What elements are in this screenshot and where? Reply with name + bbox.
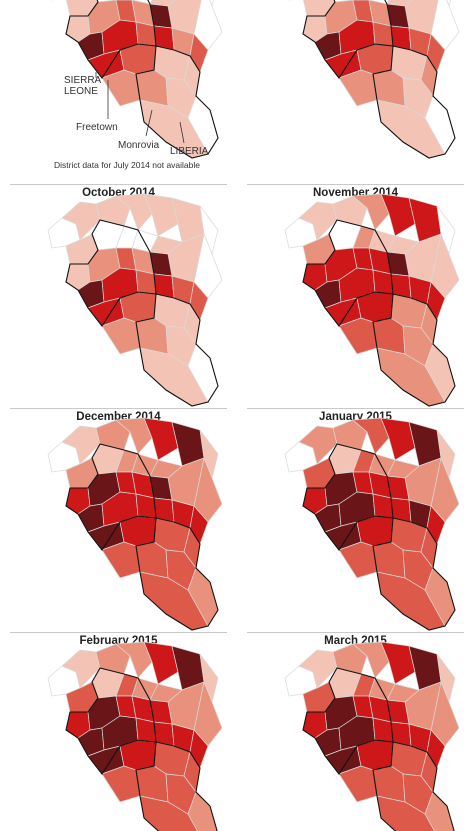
sierra-leone-border: [302, 219, 394, 327]
leader-lines: [95, 72, 185, 144]
district-map: [47, 417, 223, 631]
sierra-leone-border: [302, 443, 394, 551]
district-map: [47, 193, 223, 407]
district-region: [135, 493, 157, 519]
divider: [10, 184, 227, 185]
divider: [247, 184, 464, 185]
liberia-border: [372, 293, 456, 407]
district-region: [332, 643, 368, 675]
district-region: [143, 641, 179, 685]
sierra-leone-border: [302, 667, 394, 775]
divider: [10, 632, 227, 633]
map-panel: November 2014: [237, 184, 474, 409]
divider: [247, 408, 464, 409]
district-map: [284, 641, 460, 831]
district-region: [352, 641, 390, 679]
district-map: [51, 0, 223, 159]
district-region: [380, 417, 416, 461]
district-region: [95, 419, 131, 451]
sierra-leone-border: [302, 0, 394, 79]
liberia-border: [135, 517, 219, 631]
divider: [10, 408, 227, 409]
district-map: [288, 0, 460, 159]
sierra-leone-label: SIERRA: [64, 75, 102, 86]
divider: [247, 632, 464, 633]
map-panel: January 2015: [237, 408, 474, 633]
sierra-leone-label: LEONE: [64, 86, 98, 97]
district-region: [372, 21, 394, 47]
liberia-border: [372, 517, 456, 631]
map-panel: March 2015: [237, 632, 474, 831]
map-panel: December 2014: [0, 408, 237, 633]
district-region: [372, 493, 394, 519]
district-region: [380, 193, 416, 237]
map-panel: February 2015: [0, 632, 237, 831]
district-region: [95, 195, 131, 227]
liberia-label: LIBERIA: [170, 146, 209, 157]
district-region: [352, 417, 390, 455]
district-region: [95, 643, 131, 675]
district-region: [135, 269, 157, 295]
liberia-border: [372, 45, 456, 159]
liberia-border: [135, 741, 218, 831]
district-region: [115, 641, 153, 679]
liberia-leader: [179, 121, 185, 144]
monrovia-label: Monrovia: [118, 140, 160, 151]
sierra-leone-border: [65, 219, 157, 327]
district-map: [284, 417, 460, 631]
sierra-leone-border: [65, 667, 157, 775]
sierra-leone-border: [65, 0, 157, 79]
note-text: District data for July 2014 not availabl…: [54, 160, 200, 170]
liberia-border: [372, 741, 455, 831]
district-region: [143, 193, 179, 237]
liberia-border: [135, 45, 219, 159]
freetown-label: Freetown: [76, 122, 118, 133]
district-map: [47, 641, 223, 831]
sierra-leone-border: [65, 443, 157, 551]
district-region: [332, 195, 368, 227]
district-region: [115, 417, 153, 455]
district-region: [380, 641, 416, 685]
map-panel: [237, 0, 474, 225]
district-region: [135, 717, 157, 743]
district-map: [284, 193, 460, 407]
district-region: [372, 269, 394, 295]
district-region: [143, 417, 179, 461]
district-region: [332, 419, 368, 451]
district-region: [372, 717, 394, 743]
liberia-border: [135, 293, 219, 407]
monrovia-leader: [145, 109, 153, 137]
district-region: [352, 193, 390, 231]
district-region: [115, 193, 153, 231]
map-panel: October 2014: [0, 184, 237, 409]
map-panel: SIERRA LEONE Freetown Monrovia LIBERIA D…: [0, 0, 237, 225]
